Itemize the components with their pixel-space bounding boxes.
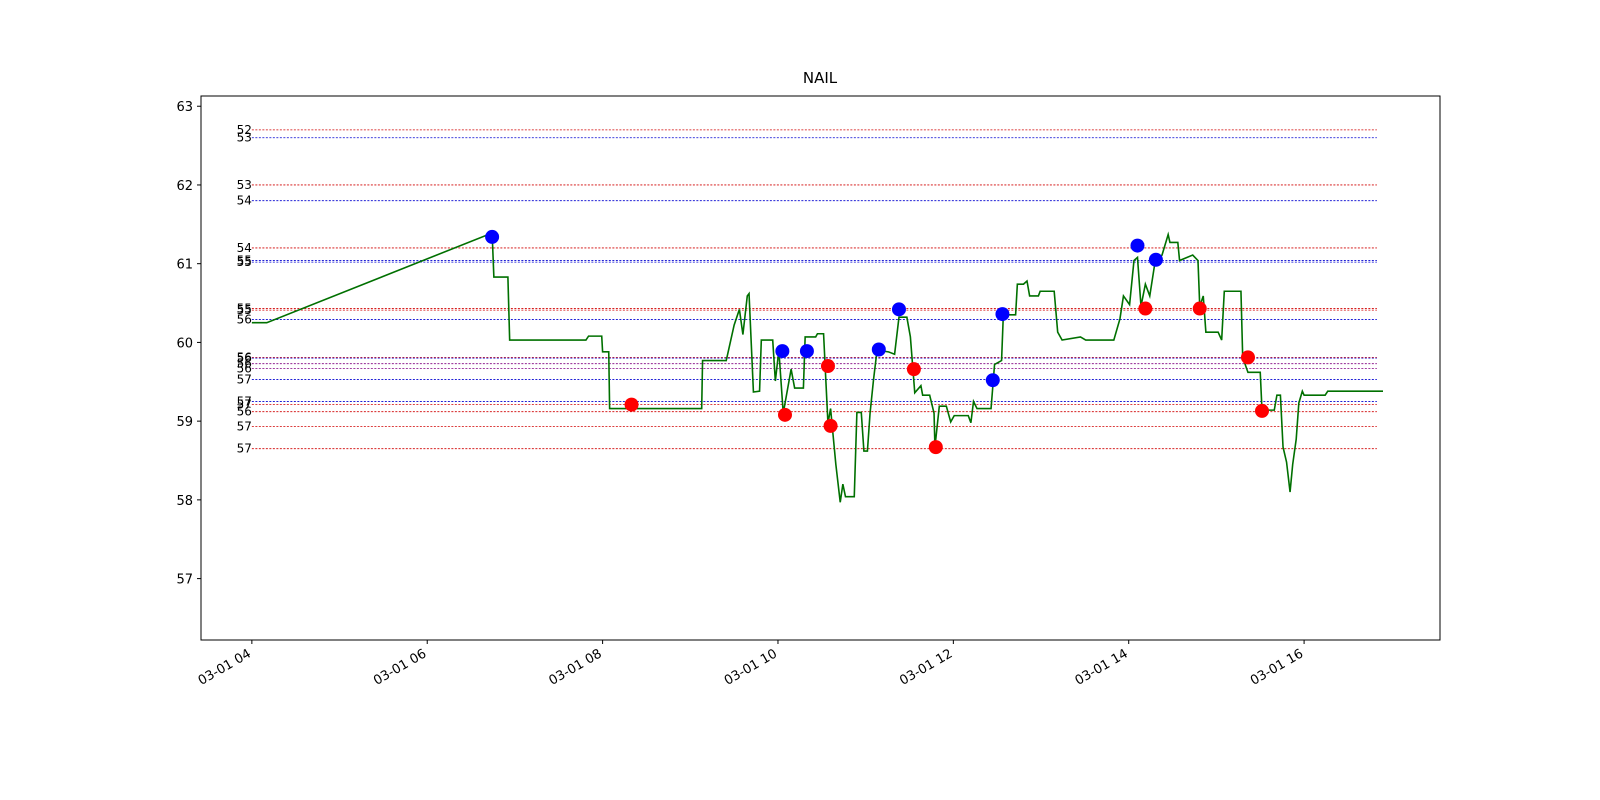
signal-marker <box>820 359 835 374</box>
chart-title: NAIL <box>803 69 838 87</box>
level-label: 55 <box>237 302 252 316</box>
y-tick-label: 57 <box>176 573 193 588</box>
y-tick-label: 62 <box>176 179 193 194</box>
level-label: 56 <box>237 351 252 365</box>
level-label: 57 <box>237 398 252 412</box>
level-label: 54 <box>237 194 252 208</box>
signal-marker <box>775 344 790 359</box>
level-label: 56 <box>237 357 252 371</box>
signal-marker <box>928 440 943 455</box>
signal-marker <box>1130 238 1145 253</box>
price-line <box>251 231 1383 503</box>
signal-marker <box>1254 403 1269 418</box>
level-label: 55 <box>237 255 252 269</box>
level-label: 52 <box>237 123 252 137</box>
signal-marker <box>485 229 500 244</box>
plot-frame <box>200 95 1441 641</box>
signal-marker <box>906 362 921 377</box>
signal-marker <box>871 342 886 357</box>
signal-marker <box>891 302 906 317</box>
signal-marker <box>985 373 1000 388</box>
level-label: 57 <box>237 420 252 434</box>
y-tick-label: 60 <box>176 336 193 351</box>
signal-marker <box>1192 301 1207 316</box>
level-label: 55 <box>237 303 252 317</box>
level-label: 56 <box>237 405 252 419</box>
signal-marker <box>777 407 792 422</box>
level-label: 56 <box>237 361 252 375</box>
y-tick-label: 61 <box>176 258 193 273</box>
level-label: 55 <box>237 254 252 268</box>
signal-marker <box>995 307 1010 322</box>
level-label: 56 <box>237 313 252 327</box>
signal-marker <box>1240 350 1255 365</box>
signal-marker <box>1148 252 1163 267</box>
level-label: 57 <box>237 442 252 456</box>
level-label: 57 <box>237 372 252 386</box>
level-label: 57 <box>237 394 252 408</box>
signal-marker <box>1138 301 1153 316</box>
signal-marker <box>823 418 838 433</box>
level-label: 53 <box>237 178 252 192</box>
level-label: 54 <box>237 241 252 255</box>
y-tick-label: 58 <box>176 494 193 509</box>
y-tick-label: 59 <box>176 415 193 430</box>
level-label: 56 <box>237 350 252 364</box>
level-label: 53 <box>237 131 252 145</box>
signal-marker <box>799 344 814 359</box>
signal-marker <box>624 397 639 412</box>
y-tick-label: 63 <box>176 100 193 115</box>
